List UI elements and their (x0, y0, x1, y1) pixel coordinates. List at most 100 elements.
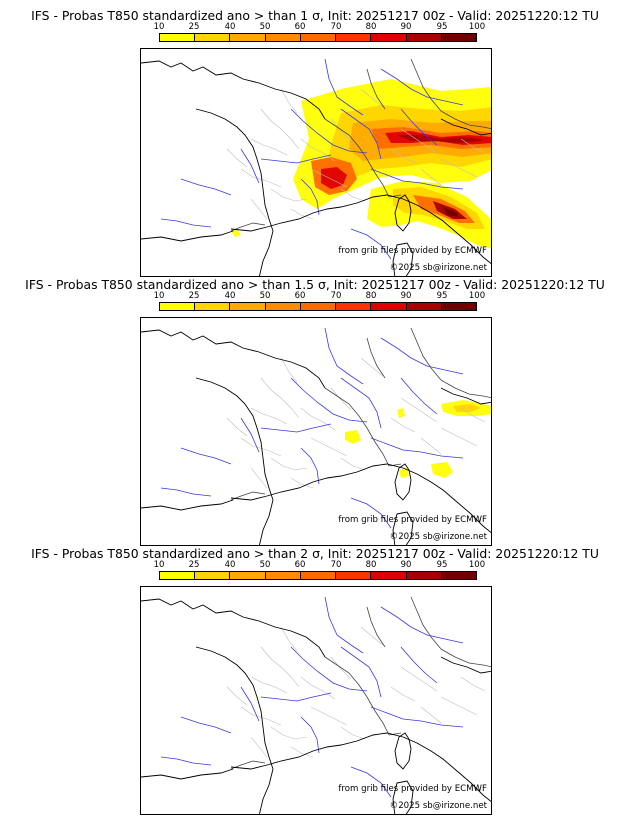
coastline (440, 656, 491, 674)
colorbar-tick-label: 100 (468, 291, 486, 301)
admin-boundary (250, 736, 268, 758)
rivers (160, 58, 464, 260)
admin-boundary (300, 138, 336, 162)
colorbar-tick-label: 25 (188, 22, 200, 32)
colorbar-ticks: 10 25 40 50 60 70 80 90 95 100 (154, 291, 486, 301)
country-borders (230, 58, 491, 232)
river (160, 487, 212, 497)
river (340, 646, 382, 698)
river (240, 417, 260, 453)
coastline (230, 732, 404, 770)
colorbar-swatch (195, 34, 231, 41)
colorbar-tick-label: 25 (188, 291, 200, 301)
river (240, 148, 260, 184)
colorbar-swatch (441, 303, 476, 310)
colorbar-tick-label: 70 (330, 291, 342, 301)
rivers (160, 327, 464, 529)
river (350, 766, 392, 798)
colorbar-swatch (406, 34, 442, 41)
country-border (410, 327, 442, 381)
colorbar-tick-label: 40 (224, 22, 236, 32)
admin-boundary (290, 208, 314, 220)
map-area[interactable]: from grib files provided by ECMWF ©2025 … (140, 317, 492, 546)
admin-boundary (290, 477, 314, 489)
river (300, 447, 320, 485)
colorbar-tick-label: 50 (259, 560, 271, 570)
colorbar-swatch (195, 303, 231, 310)
colorbar-swatch (265, 34, 301, 41)
colorbar-swatch (300, 572, 337, 579)
admin-boundary (400, 128, 438, 154)
colorbar-swatch (371, 303, 407, 310)
river (340, 108, 382, 160)
coastlines (141, 60, 491, 276)
sardinia-outline (392, 511, 414, 545)
colorbar-swatch (336, 303, 372, 310)
coastline (230, 194, 404, 232)
admin-boundary (270, 726, 308, 740)
coastlines (141, 598, 491, 814)
admin-boundary (360, 626, 384, 646)
admin-boundary (300, 676, 336, 700)
colorbar-swatch (195, 572, 231, 579)
country-border (366, 68, 386, 110)
admin-boundary (390, 417, 416, 433)
colorbar-swatch (230, 572, 266, 579)
colorbar: 10 25 40 50 60 70 80 90 95 100 (154, 560, 485, 582)
admin-boundary (420, 437, 442, 455)
river (300, 178, 320, 216)
river (350, 228, 392, 260)
colorbar-tick-label: 100 (468, 22, 486, 32)
country-border (388, 194, 402, 198)
river (350, 497, 392, 529)
river (260, 154, 332, 164)
colorbar-tick-label: 80 (365, 291, 377, 301)
river (290, 646, 368, 692)
admin-boundary (460, 138, 486, 154)
country-border (366, 606, 386, 648)
river (370, 168, 464, 190)
colorbar-tick-label: 40 (224, 291, 236, 301)
colorbar: 10 25 40 50 60 70 80 90 95 100 (154, 291, 486, 313)
admin-boundary (260, 377, 300, 419)
river (370, 706, 464, 728)
country-border (440, 648, 491, 668)
copyright-credit: ©2025 sb@irizone.net (389, 801, 487, 811)
admin-boundary (340, 188, 366, 202)
coastline (440, 387, 491, 405)
admin-boundary (240, 168, 282, 188)
colorbar-swatches (159, 33, 477, 42)
map-area[interactable]: from grib files provided by ECMWF ©2025 … (140, 586, 492, 815)
coastline (141, 329, 326, 389)
admin-boundary (440, 696, 478, 716)
river (400, 646, 438, 684)
panel-title: IFS - Probas T850 standardized ano > tha… (25, 277, 605, 292)
admin-boundary (310, 168, 348, 188)
river (180, 716, 232, 734)
admin-boundary (390, 148, 416, 164)
admin-boundary (280, 357, 298, 383)
river (324, 596, 364, 654)
admin-boundary (240, 706, 282, 726)
river (400, 108, 438, 146)
admin-boundary (250, 138, 288, 156)
probability-contour (443, 207, 459, 217)
map-svg (141, 58, 491, 276)
river (370, 437, 464, 459)
coastline (230, 463, 404, 501)
colorbar-tick-label: 50 (259, 22, 271, 32)
admin-boundary (250, 198, 268, 220)
river (290, 108, 368, 154)
sardinia-outline (392, 242, 414, 276)
admin-boundary (360, 88, 384, 108)
country-border (230, 760, 266, 770)
admin-boundary (260, 646, 300, 688)
country-border (410, 58, 442, 112)
colorbar-swatch (265, 572, 301, 579)
map-area[interactable]: from grib files provided by ECMWF ©2025 … (140, 48, 492, 277)
panel-title: IFS - Probas T850 standardized ano > tha… (31, 8, 599, 23)
coastline (195, 646, 274, 770)
colorbar-tick-label: 70 (330, 22, 342, 32)
country-border (366, 337, 386, 379)
colorbar-swatch (336, 572, 372, 579)
